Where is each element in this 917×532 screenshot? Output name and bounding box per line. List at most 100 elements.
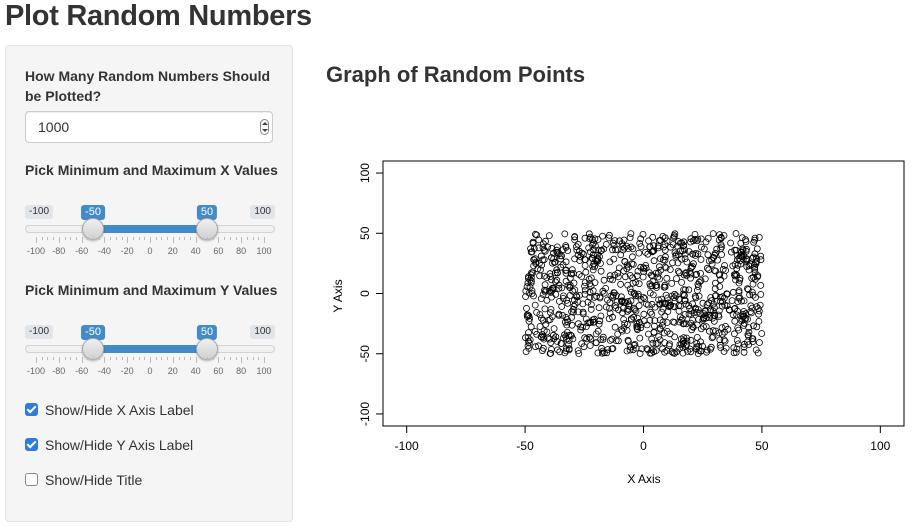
slider-tick-label: -60 (75, 246, 89, 256)
data-point (562, 347, 570, 355)
data-point (732, 270, 740, 278)
data-point (715, 329, 723, 337)
slider-tick (138, 357, 140, 360)
data-point (733, 311, 741, 319)
count-label: How Many Random Numbers Should be Plotte… (25, 68, 271, 104)
data-point (533, 308, 541, 316)
data-point (646, 308, 654, 316)
data-point (553, 337, 561, 345)
slider-tick (115, 357, 117, 360)
slider-tick (41, 237, 43, 240)
data-point (718, 251, 726, 258)
data-point (651, 303, 659, 311)
data-point (624, 305, 632, 313)
data-point (609, 313, 616, 321)
data-point (581, 282, 589, 290)
data-point (648, 335, 656, 343)
data-point (683, 258, 691, 266)
slider-tick (81, 237, 83, 243)
data-point (599, 336, 607, 343)
data-point (749, 291, 757, 299)
y-tick-label: -100 (358, 402, 372, 426)
data-point (536, 323, 544, 330)
data-point (677, 247, 684, 255)
data-point (552, 333, 560, 341)
data-point (644, 346, 652, 354)
data-point (596, 294, 604, 302)
data-point (585, 244, 593, 252)
data-point (699, 316, 707, 324)
slider-tick (224, 237, 226, 240)
data-point (559, 261, 567, 269)
data-point (537, 314, 545, 322)
data-point (524, 279, 532, 287)
slider-tick-label: 80 (236, 246, 247, 256)
data-point (639, 231, 647, 238)
slider-tick (155, 357, 157, 360)
slider-tick (264, 237, 265, 243)
data-point (715, 311, 722, 319)
x-range-slider[interactable]: -100 100 -50 50 -100 -80 -60 -40 -20 0 20 40 60 8… (25, 205, 275, 275)
data-point (652, 269, 660, 277)
data-point (578, 249, 586, 257)
slider-tick (229, 237, 231, 240)
data-point (702, 238, 710, 246)
data-point (744, 286, 752, 294)
y-tick-label: -50 (358, 345, 372, 363)
data-point (703, 301, 711, 309)
data-point (670, 233, 678, 241)
data-point (620, 316, 628, 323)
y-range-slider[interactable]: -100 100 -50 50 -100 -80 -60 -40 -20 0 20 40 60 8… (25, 325, 275, 395)
data-point (566, 291, 574, 299)
slider-tick (189, 237, 191, 240)
data-point (757, 290, 765, 298)
y-axis-label-checkbox[interactable] (25, 438, 38, 451)
x-axis-label-checkbox[interactable] (25, 403, 38, 416)
data-point (658, 322, 666, 330)
data-point (732, 230, 740, 237)
data-point (625, 263, 633, 271)
slider-tick-label: -100 (26, 366, 46, 376)
data-point (631, 290, 639, 298)
slider-tick (161, 237, 163, 240)
slider-tick (167, 237, 169, 240)
data-point (682, 320, 690, 328)
data-point (537, 295, 545, 303)
slider-tick (104, 237, 106, 243)
data-point (740, 340, 748, 348)
data-point (739, 246, 747, 254)
slider-tick (252, 237, 254, 240)
data-point (536, 259, 543, 267)
data-point (619, 243, 627, 250)
data-point (758, 330, 766, 337)
data-point (690, 309, 698, 317)
data-point (586, 342, 594, 349)
data-point (582, 268, 590, 276)
data-point (530, 256, 538, 263)
slider-tick (150, 237, 151, 243)
data-point (609, 246, 616, 254)
slider-tick (53, 237, 55, 240)
slider-tick (144, 357, 146, 360)
spinner-icon[interactable] (260, 119, 269, 135)
data-point (644, 301, 652, 309)
data-point (641, 295, 649, 302)
data-point (611, 237, 619, 244)
slider-tick (195, 357, 197, 363)
data-point (627, 288, 635, 296)
data-point (593, 292, 601, 300)
slider-tick (218, 237, 220, 243)
slider-tick (258, 357, 260, 360)
data-point (756, 301, 764, 309)
data-point (699, 299, 707, 307)
slider-tick (36, 237, 37, 243)
data-point (552, 290, 560, 298)
data-point (633, 322, 641, 330)
count-input[interactable]: 1000 (25, 111, 273, 143)
data-point (754, 349, 762, 357)
data-point (589, 263, 597, 270)
data-point (617, 280, 625, 288)
data-point (559, 246, 567, 253)
title-checkbox[interactable] (25, 473, 38, 486)
y-slider-bar (93, 345, 207, 353)
